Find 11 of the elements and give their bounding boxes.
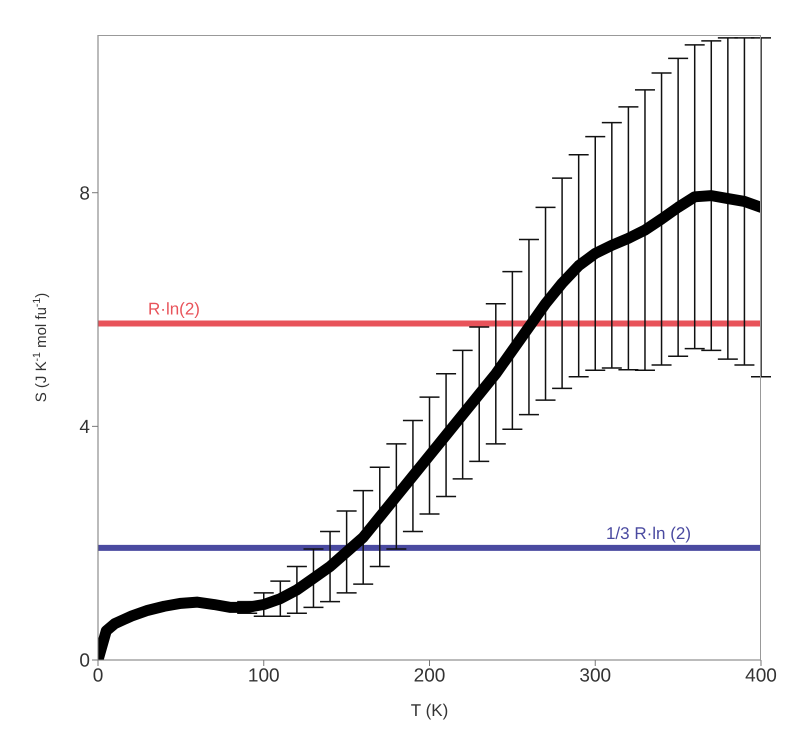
x-tick-label: 300 <box>579 665 612 686</box>
y-tick-label: 4 <box>79 417 90 438</box>
x-tick-label: 100 <box>248 665 280 686</box>
x-tick-label: 200 <box>414 665 446 686</box>
x-tick-label: 400 <box>745 665 777 686</box>
x-tick-label: 0 <box>92 665 104 686</box>
x-axis-title: T (K) <box>410 701 448 720</box>
y-tick-label: 0 <box>79 650 90 672</box>
y-tick-label: 8 <box>79 183 90 204</box>
ref-line-label: R·ln(2) <box>148 300 200 319</box>
ref-line-label: 1/3 R·ln (2) <box>606 524 691 543</box>
